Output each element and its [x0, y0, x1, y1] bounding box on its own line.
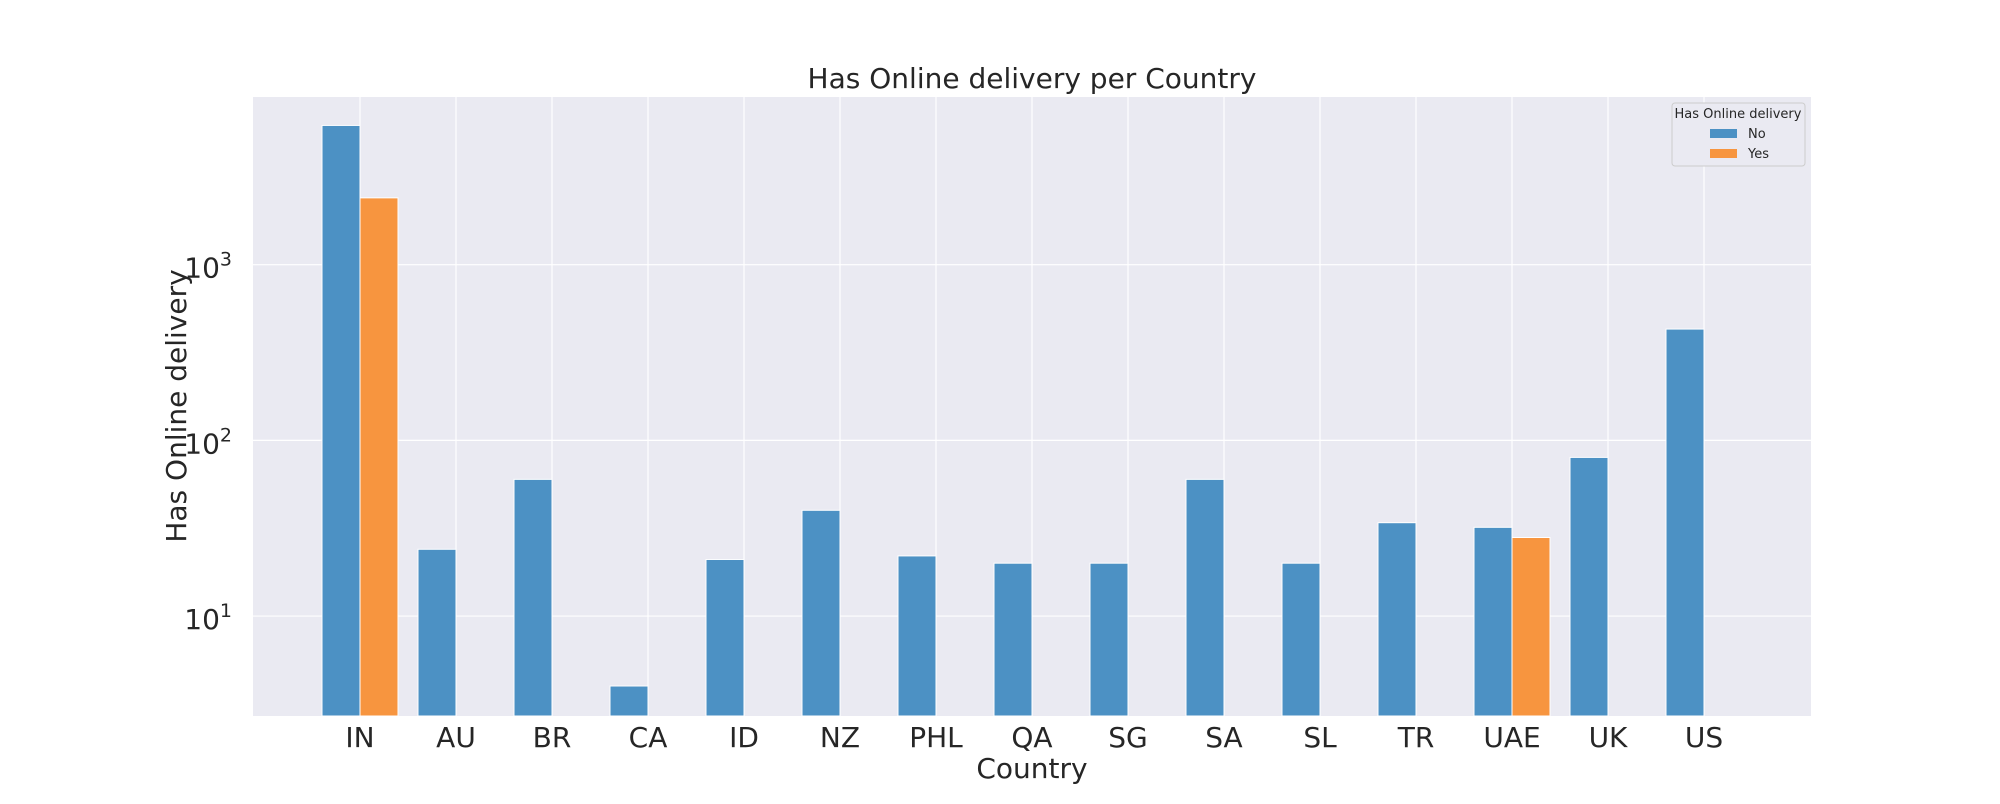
x-axis-label: Country [976, 752, 1087, 785]
bar [705, 558, 745, 717]
x-tick-label: UAE [1483, 721, 1540, 754]
bar [993, 562, 1033, 717]
legend-swatch [1710, 129, 1737, 138]
x-tick-label: QA [1011, 721, 1052, 754]
x-tick-label: ID [729, 721, 759, 754]
legend: Has Online delivery No Yes [1671, 102, 1806, 167]
bar [1511, 537, 1551, 717]
x-tick-label: SA [1205, 721, 1242, 754]
bars [321, 124, 1705, 717]
legend-box [1671, 102, 1806, 167]
bar [513, 478, 553, 717]
y-tick-label: 102 [184, 424, 232, 460]
legend-swatch [1710, 149, 1737, 158]
x-tick-label: TR [1397, 721, 1435, 754]
bar [1473, 526, 1513, 717]
bar [609, 685, 649, 717]
x-tick-label: SG [1108, 721, 1147, 754]
y-axis-label: Has Online delivery [160, 269, 193, 542]
x-tick-label: NZ [820, 721, 860, 754]
y-tick-labels: 101 102 103 [184, 249, 232, 636]
y-tick-label: 101 [184, 600, 232, 636]
legend-entry: Yes [1747, 147, 1769, 162]
bar [1665, 328, 1705, 717]
x-tick-label: IN [345, 721, 374, 754]
bar [897, 555, 937, 717]
y-tick-label: 103 [184, 249, 232, 285]
legend-entry: No [1748, 127, 1766, 142]
legend-title: Has Online delivery [1675, 107, 1802, 122]
x-tick-label: AU [436, 721, 476, 754]
bar [359, 197, 399, 717]
bar [1569, 456, 1609, 717]
x-tick-label: BR [533, 721, 572, 754]
bar [1089, 562, 1129, 717]
bar [321, 124, 361, 717]
bar [1377, 522, 1417, 717]
x-tick-label: SL [1303, 721, 1337, 754]
x-tick-label: CA [629, 721, 668, 754]
chart-title: Has Online delivery per Country [808, 62, 1257, 95]
bar [1185, 478, 1225, 717]
bar [801, 509, 841, 717]
bar [417, 548, 457, 717]
x-tick-label: US [1685, 721, 1723, 754]
x-tick-label: UK [1589, 721, 1628, 754]
x-tick-labels: IN AU BR CA ID NZ PHL QA SG SA SL TR UAE UK US [345, 721, 1723, 754]
bar [1281, 562, 1321, 717]
x-tick-label: PHL [909, 721, 963, 754]
